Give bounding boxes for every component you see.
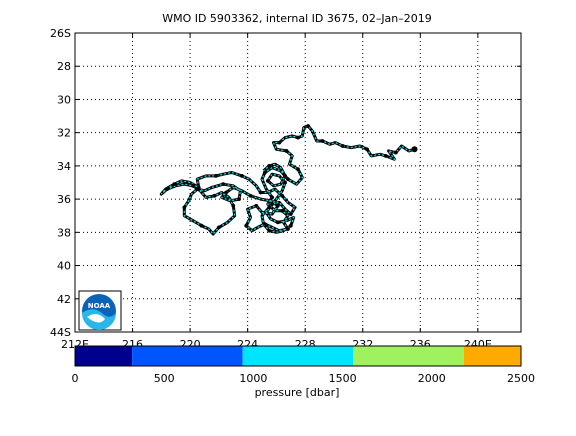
profile-point [248,193,253,198]
profile-point [214,173,218,178]
profile-point [221,182,226,187]
profile-point [191,183,195,188]
colorbar-label: pressure [dbar] [255,386,340,399]
profile-point [283,180,287,185]
colorbar-tick-label: 2500 [507,372,535,385]
profile-point [196,185,201,190]
latest-position-marker [411,146,418,153]
profile-point [270,195,275,200]
profile-point [267,205,272,210]
y-tick-label: 44S [50,326,71,339]
y-tick-label: 34 [57,160,71,173]
profile-point [244,223,249,228]
map-axes: 212E 216 220 224 228 232 236 240E 26S2830323436… [50,27,522,351]
profile-point [365,147,369,152]
profile-point [288,212,293,216]
colorbar-bin [353,346,464,366]
profile-point [263,222,267,226]
logo-bird [87,313,105,323]
colorbar-bin [242,346,354,366]
profile-point [296,167,300,172]
noaa-logo: NOAA [78,290,122,331]
profile-point [212,193,217,198]
profile-point [267,163,272,168]
profile-point [270,202,275,206]
profile-point [267,228,272,233]
colorbar-tick-label: 2000 [418,372,446,385]
profile-point [199,223,204,228]
y-tick-label: 38 [57,226,71,239]
colorbar-tick-labels: 0 500 1000 1500 2000 2500 [72,372,536,385]
y-tick-label: 30 [57,93,71,106]
colorbar-frame [74,345,522,367]
profile-point [263,170,267,175]
axis-ticks [74,32,521,333]
profile-point [320,139,325,143]
profile-point [224,190,228,195]
colorbar-bins [75,346,521,366]
y-tick-label: 40 [57,260,71,273]
colorbar-bin [463,346,521,366]
profile-point [216,225,221,230]
profile-point [172,182,177,187]
y-tick-label: 32 [57,127,71,140]
profile-point [275,220,280,225]
profile-point [296,135,300,140]
y-tick-labels: 26S 28 30 32 34 36 38 40 42 44S [50,27,71,339]
profile-point [284,149,289,153]
profile-point [237,197,241,202]
colorbar-bin [75,346,133,366]
profile-point [393,150,398,155]
colorbar-bin [132,346,243,366]
profile-point [182,205,187,210]
profile-point [165,187,169,192]
profile-point [286,177,290,182]
profile-point [275,203,280,208]
profile-point [280,208,285,213]
colorbar-tick-label: 1500 [329,372,357,385]
y-tick-label: 36 [57,193,71,206]
profile-point [277,140,282,145]
profile-point [340,144,345,148]
profile-point [383,154,388,158]
pressure-colorbar: 0 500 1000 1500 2000 2500 pressure [dbar] [72,345,536,399]
colorbar-tick-label: 0 [72,372,79,385]
profile-point [239,173,244,178]
y-tick-label: 28 [57,60,71,73]
chart-title: WMO ID 5903362, internal ID 3675, 02–Jan… [162,12,432,25]
logo-text: NOAA [88,302,111,310]
profile-point [288,223,293,228]
profile-point [286,227,290,231]
profile-point [254,203,259,208]
trajectory-line [159,124,415,236]
colorbar-tick-label: 500 [154,372,175,385]
profile-point [265,178,270,183]
profile-point [258,190,263,195]
profile-point [280,193,285,198]
float-trajectory [159,124,418,236]
colorbar-tick-label: 1000 [239,372,267,385]
profile-point [306,124,310,128]
profile-point [283,173,287,178]
y-tick-label: 42 [57,293,71,306]
profile-point [231,203,236,208]
y-tick-label: 26S [50,27,71,40]
